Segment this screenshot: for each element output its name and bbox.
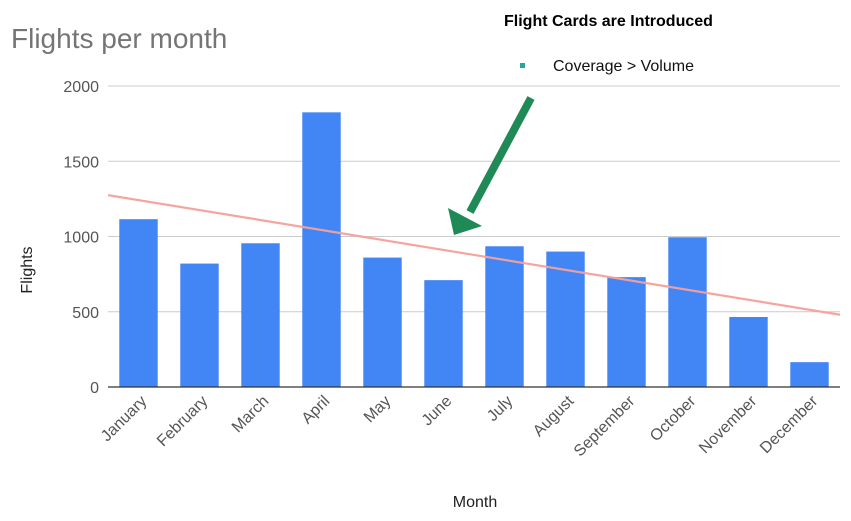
bar [668,237,707,387]
y-tick-label: 1500 [63,154,99,171]
bar [241,243,280,387]
x-tick-label: July [484,393,516,425]
y-tick-label: 2000 [63,79,99,96]
x-tick-label: June [419,393,456,430]
arrow-head [448,208,482,235]
y-tick-label: 1000 [63,230,99,247]
bar [485,246,524,387]
x-tick-label: August [530,392,578,440]
bar [607,277,646,387]
y-tick-label: 0 [90,380,99,397]
x-axis-ticks: January February March April May June July Augu… [98,392,822,460]
bar [180,263,219,387]
x-tick-label: May [361,393,394,426]
gridlines [108,85,840,313]
trendline [107,194,841,316]
bar [790,362,829,387]
x-tick-label: October [647,392,700,445]
annotation-arrow [448,96,535,235]
bars [119,112,829,388]
annotation-title: Flight Cards are Introduced [504,13,713,30]
x-tick-label: December [757,392,822,457]
bar [119,219,158,387]
arrow-shaft [466,96,535,214]
bar [546,251,585,387]
chart-title: Flights per month [11,23,227,54]
bar [729,317,768,387]
bar [302,112,341,388]
bar [424,280,463,387]
x-tick-label: April [299,393,334,428]
x-tick-label: September [571,392,639,460]
legend-label: Coverage > Volume [553,58,694,75]
y-axis-ticks: 0 500 1000 1500 2000 [63,79,99,397]
x-tick-label: February [154,393,211,450]
y-axis-title: Flights [19,246,36,293]
x-tick-label: March [229,393,272,436]
x-tick-label: January [98,393,150,445]
legend-marker [520,63,525,68]
bar [363,257,402,387]
x-tick-label: November [696,392,761,457]
x-axis-title: Month [453,494,497,511]
y-tick-label: 500 [72,305,99,322]
